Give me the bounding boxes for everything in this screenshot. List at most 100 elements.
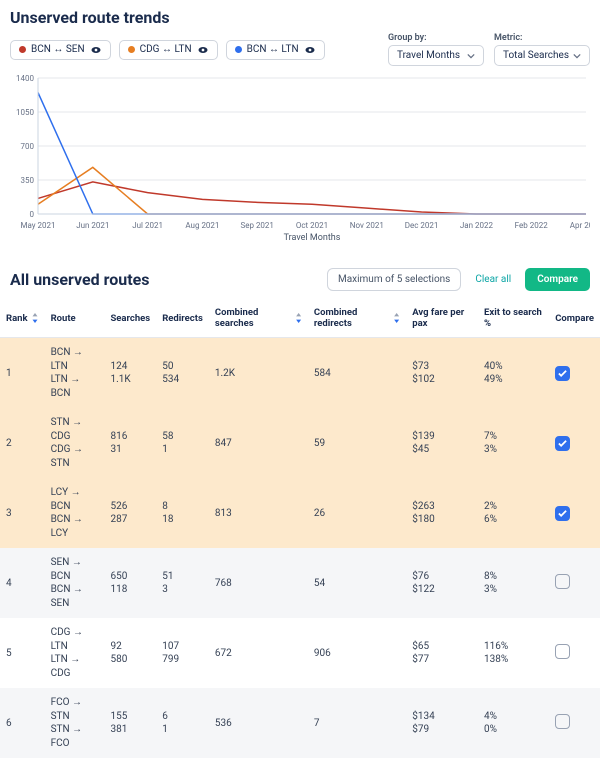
compare-cell [549,618,600,688]
compare-cell [549,408,600,478]
cell-value: 107 [162,640,203,654]
exit-cell: 40%49% [478,338,549,409]
group-by-value: Travel Months [397,50,460,61]
sort-icon [295,313,302,323]
rank-cell: 4 [0,548,45,618]
svg-text:Jan 2022: Jan 2022 [460,221,494,230]
redirects-cell: 818 [156,478,209,548]
column-label: Avg fare per pax [412,307,472,329]
compare-cell [549,688,600,758]
cell-value: STN → CDG [51,416,99,443]
cell-value: 6 [162,710,203,724]
chevron-down-icon [467,52,475,60]
column-label: Route [51,313,76,324]
table-row: 5 CDG → LTNLTN → CDG 92580 107799 672 90… [0,618,600,688]
exit-cell: 2%6% [478,478,549,548]
compare-button[interactable]: Compare [525,268,590,291]
cell-value: 1 [162,723,203,737]
svg-text:Feb 2022: Feb 2022 [515,221,549,230]
cell-value: 116% [484,640,543,654]
svg-text:1050: 1050 [16,108,34,117]
combined-redirects-cell: 54 [308,548,406,618]
svg-text:Jun 2021: Jun 2021 [76,221,109,230]
column-header[interactable]: Combined redirects [308,299,406,338]
metric-select[interactable]: Total Searches [494,45,590,66]
cell-value: 31 [110,443,150,457]
cell-value: 580 [110,653,150,667]
trends-title: Unserved route trends [0,0,600,33]
cell-value: 18 [162,513,203,527]
route-cell: STN → CDGCDG → STN [45,408,105,478]
column-header: Compare [549,299,600,338]
cell-value: $102 [412,373,472,387]
compare-checkbox[interactable] [555,644,570,659]
svg-text:700: 700 [21,142,35,151]
cell-value: 2% [484,500,543,514]
svg-text:Aug 2021: Aug 2021 [185,221,219,230]
redirects-cell: 581 [156,408,209,478]
column-label: Compare [555,313,594,324]
compare-checkbox[interactable] [555,574,570,589]
table-row: 4 SEN → BCNBCN → SEN 650118 513 768 54 $… [0,548,600,618]
route-cell: BCN → LTNLTN → BCN [45,338,105,409]
compare-checkbox[interactable] [555,714,570,729]
svg-text:350: 350 [21,176,35,185]
sort-icon [393,313,400,323]
cell-value: 287 [110,513,150,527]
cell-value: BCN → SEN [51,583,99,610]
combined-redirects-cell: 26 [308,478,406,548]
route-cell: CDG → LTNLTN → CDG [45,618,105,688]
max-selections-pill: Maximum of 5 selections [327,268,461,291]
exit-cell: 7%3% [478,408,549,478]
cell-value: LTN → CDG [51,653,99,680]
column-header[interactable]: Combined searches [209,299,308,338]
group-by-select[interactable]: Travel Months [388,45,484,66]
routes-table: RankRouteSearchesRedirectsCombined searc… [0,299,600,758]
cell-value: 49% [484,373,543,387]
redirects-cell: 61 [156,688,209,758]
column-header: Exit to search % [478,299,549,338]
compare-checkbox[interactable] [555,366,570,381]
sort-icon [31,313,39,323]
rank-cell: 6 [0,688,45,758]
compare-checkbox[interactable] [555,506,570,521]
cell-value: 4% [484,710,543,724]
cell-value: $122 [412,583,472,597]
series-chip-label: BCN ↔ SEN [31,44,85,55]
combined-searches-cell: 768 [209,548,308,618]
cell-value: BCN → LTN [51,346,99,373]
combined-redirects-cell: 59 [308,408,406,478]
rank-cell: 3 [0,478,45,548]
cell-value: 8 [162,500,203,514]
compare-cell [549,478,600,548]
searches-cell: 526287 [104,478,156,548]
cell-value: 3% [484,583,543,597]
column-header: Route [45,299,105,338]
series-chip-label: CDG ↔ LTN [140,44,192,55]
fare-cell: $73$102 [406,338,478,409]
series-chip-label: BCN ↔ LTN [247,44,299,55]
column-header[interactable]: Rank [0,299,45,338]
exit-cell: 116%138% [478,618,549,688]
cell-value: 92 [110,640,150,654]
fare-cell: $65$77 [406,618,478,688]
svg-text:Jul 2021: Jul 2021 [132,221,163,230]
column-label: Combined searches [215,307,292,329]
cell-value: 3 [162,583,203,597]
searches-cell: 155381 [104,688,156,758]
metric-value: Total Searches [503,50,569,61]
clear-all-button[interactable]: Clear all [469,269,517,290]
rank-cell: 5 [0,618,45,688]
redirects-cell: 50534 [156,338,209,409]
series-chip[interactable]: CDG ↔ LTN [119,40,218,60]
cell-value: 8% [484,570,543,584]
cell-value: 124 [110,360,150,374]
routes-title: All unserved routes [10,270,319,289]
combined-searches-cell: 1.2K [209,338,308,409]
cell-value: CDG → STN [51,443,99,470]
column-label: Rank [6,313,28,324]
combined-searches-cell: 813 [209,478,308,548]
series-chip[interactable]: BCN ↔ SEN [10,40,111,60]
compare-checkbox[interactable] [555,436,570,451]
series-chip[interactable]: BCN ↔ LTN [226,40,325,60]
